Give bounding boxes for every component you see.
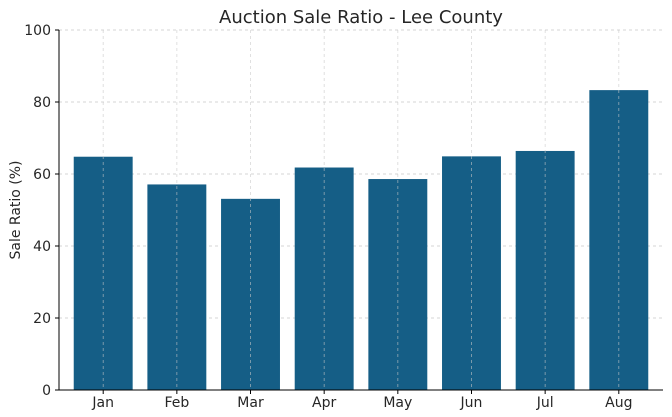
y-tick-label: 0 bbox=[42, 383, 51, 399]
axes-layer bbox=[58, 30, 663, 391]
x-tick-label-feb: Feb bbox=[164, 395, 189, 411]
y-tick-label: 100 bbox=[24, 23, 51, 39]
x-tick-label-apr: Apr bbox=[312, 395, 336, 411]
x-tick-label-may: May bbox=[383, 395, 412, 411]
x-tick-label-jan: Jan bbox=[91, 395, 114, 411]
chart-title: Auction Sale Ratio - Lee County bbox=[219, 7, 503, 28]
overlay-grid-layer bbox=[102, 30, 620, 390]
y-tick-label: 80 bbox=[33, 95, 51, 111]
ticks-layer: 0 20 40 60 80 100 Jan Feb Mar Apr May Jun Jul Aug bbox=[24, 23, 632, 411]
y-axis-label: Sale Ratio (%) bbox=[8, 160, 24, 259]
bar-feb bbox=[147, 184, 207, 390]
x-tick-label-mar: Mar bbox=[237, 395, 264, 411]
y-tick-label: 20 bbox=[33, 311, 51, 327]
x-tick-label-aug: Aug bbox=[605, 395, 632, 411]
bar-jun bbox=[442, 156, 501, 390]
y-tick-label: 60 bbox=[33, 167, 51, 183]
bars-layer bbox=[73, 90, 649, 391]
x-tick-label-jun: Jun bbox=[460, 395, 483, 411]
y-tick-label: 40 bbox=[33, 239, 51, 255]
x-tick-label-jul: Jul bbox=[536, 395, 554, 411]
bar-jan bbox=[73, 156, 133, 390]
